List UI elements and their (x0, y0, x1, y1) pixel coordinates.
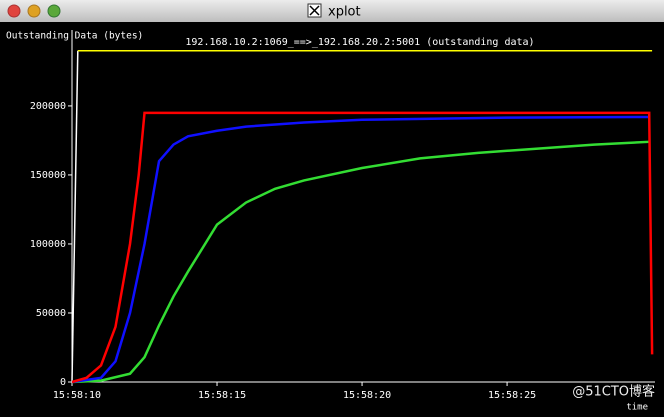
series-line (71, 115, 650, 384)
minimize-button[interactable] (27, 4, 41, 18)
title-bar (0, 0, 664, 22)
x-tick-label: 15:58:10 (53, 390, 101, 401)
x-tick-label: 15:58:25 (488, 390, 536, 401)
x-tick-label: 15:58:20 (343, 390, 391, 401)
series-line (71, 50, 79, 383)
chart-title: 192.168.10.2:1069_==>_192.168.20.2:5001 … (185, 37, 534, 48)
x-axis-label: time (626, 403, 648, 413)
x-tick-label: 15:58:15 (198, 390, 246, 401)
watermark: @51CTO博客 (572, 384, 655, 400)
app-icon-glyph (309, 5, 320, 16)
y-axis-label: Outstanding Data (bytes) (6, 31, 143, 42)
window-title: xplot (328, 5, 361, 20)
zoom-button[interactable] (47, 4, 61, 18)
series-line (71, 111, 654, 384)
y-tick-label: 200000 (30, 101, 66, 112)
y-tick-label: 50000 (36, 308, 66, 319)
close-button[interactable] (7, 4, 21, 18)
y-tick-label: 150000 (30, 170, 66, 181)
y-tick-label: 0 (60, 377, 66, 388)
y-tick-label: 100000 (30, 239, 66, 250)
series-line (71, 140, 650, 384)
